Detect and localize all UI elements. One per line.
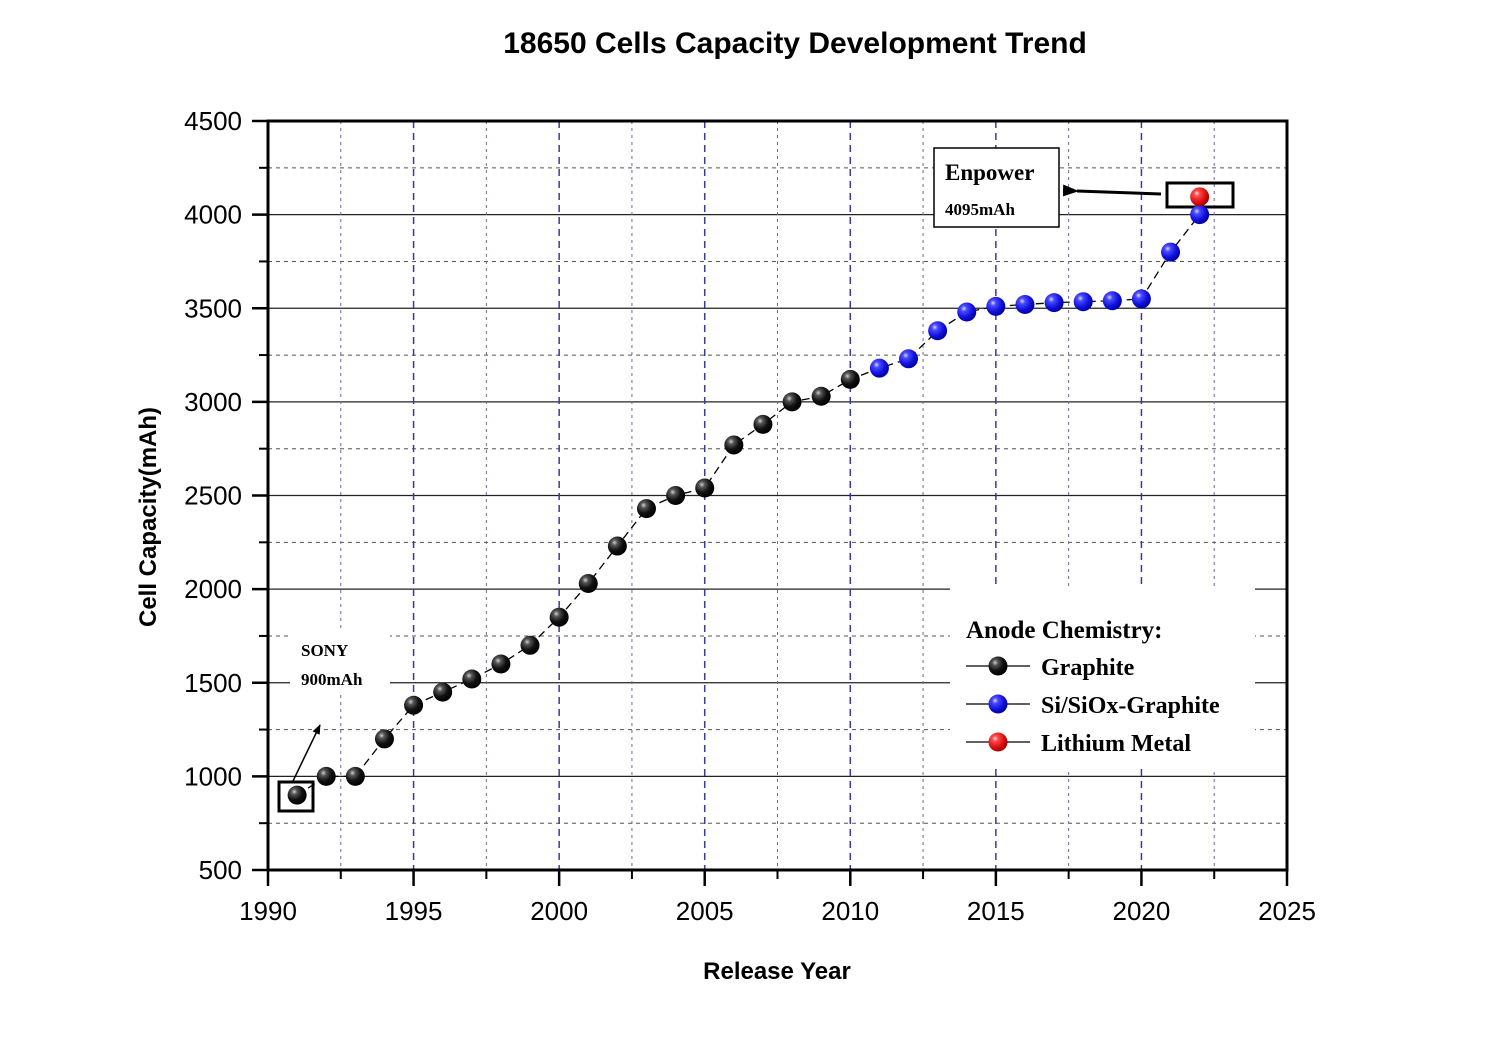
data-point-graphite — [578, 574, 598, 594]
data-point-si-siox-graphite — [1073, 292, 1093, 312]
data-point-graphite — [695, 478, 715, 498]
data-point-graphite — [491, 654, 511, 674]
legend-label-graphite: Graphite — [1041, 655, 1135, 681]
data-point-graphite — [433, 682, 453, 702]
annotation-enpower-line2: 4095mAh — [945, 200, 1015, 219]
annotation-sony-line2: 900mAh — [301, 670, 363, 689]
data-point-graphite — [549, 607, 569, 627]
legend-label-si-siox-graphite: Si/SiOx-Graphite — [1041, 693, 1220, 719]
data-point-graphite — [462, 669, 482, 689]
y-tick-label: 4500 — [184, 106, 242, 136]
data-point-si-siox-graphite — [1015, 295, 1035, 315]
data-point-graphite — [782, 392, 802, 412]
data-point-graphite — [811, 386, 831, 406]
series-points — [287, 187, 1210, 805]
series-graphite — [287, 369, 860, 805]
y-axis-label: Cell Capacity(mAh) — [135, 407, 162, 627]
data-point-graphite — [666, 486, 686, 505]
legend-marker-graphite — [988, 656, 1008, 676]
data-point-graphite — [316, 766, 336, 786]
y-tick-label: 4000 — [184, 200, 242, 230]
legend-label-lithium-metal: Lithium Metal — [1041, 731, 1191, 757]
data-point-graphite — [404, 695, 424, 715]
axis-ticks: 500 1000 1500 2000 2500 3000 3500 4000 4500 1990 1… — [184, 106, 1316, 926]
annotation-sony-arrow — [292, 724, 321, 782]
legend: Anode Chemistry: Graphite Si/SiOx-Graphit… — [950, 588, 1255, 768]
data-point-graphite — [287, 785, 307, 805]
grid — [268, 121, 1287, 870]
x-tick-label: 2025 — [1258, 896, 1316, 926]
y-tick-label: 500 — [199, 855, 242, 885]
data-point-si-siox-graphite — [986, 296, 1006, 316]
annotation-sony-background — [290, 632, 390, 692]
annotation-enpower-box — [933, 147, 1060, 228]
data-point-si-siox-graphite — [869, 358, 889, 378]
legend-marker-si-siox-graphite — [988, 694, 1008, 714]
data-point-lithium-metal — [1190, 187, 1210, 207]
data-point-graphite — [374, 729, 394, 749]
x-tick-label: 1995 — [385, 896, 443, 926]
y-tick-label: 2000 — [184, 574, 242, 604]
x-tick-label: 2015 — [967, 896, 1025, 926]
data-point-graphite — [840, 369, 860, 389]
x-tick-label: 1990 — [239, 896, 297, 926]
data-point-si-siox-graphite — [1102, 291, 1122, 311]
chart-title: 18650 Cells Capacity Development Trend — [503, 27, 1087, 60]
x-axis-label: Release Year — [703, 958, 851, 985]
data-point-graphite — [724, 435, 744, 455]
data-point-graphite — [753, 414, 773, 434]
data-point-graphite — [636, 499, 656, 519]
y-tick-label: 2500 — [184, 481, 242, 511]
data-point-graphite — [607, 536, 627, 556]
series-si-siox-graphite — [869, 205, 1210, 378]
series-lithium-metal — [1190, 187, 1210, 207]
x-tick-label: 2010 — [821, 896, 879, 926]
annotation-sony-highlight-box — [277, 780, 315, 813]
data-point-si-siox-graphite — [1044, 293, 1064, 313]
annotation-enpower: Enpower 4095mAh — [933, 147, 1235, 228]
annotation-enpower-arrow — [1062, 184, 1162, 197]
legend-title: Anode Chemistry: — [966, 617, 1163, 644]
y-tick-label: 3000 — [184, 387, 242, 417]
data-point-si-siox-graphite — [957, 302, 977, 322]
data-point-si-siox-graphite — [899, 349, 919, 369]
annotation-enpower-line1: Enpower — [945, 160, 1034, 185]
data-point-graphite — [345, 766, 365, 786]
y-tick-label: 3500 — [184, 293, 242, 323]
data-point-si-siox-graphite — [928, 321, 948, 341]
data-point-graphite — [520, 635, 540, 655]
annotation-sony-line1: SONY — [301, 641, 348, 660]
x-tick-label: 2000 — [530, 896, 588, 926]
x-tick-label: 2005 — [676, 896, 734, 926]
data-point-si-siox-graphite — [1190, 205, 1210, 225]
y-tick-label: 1500 — [184, 668, 242, 698]
x-tick-label: 2020 — [1113, 896, 1171, 926]
data-point-si-siox-graphite — [1161, 242, 1181, 262]
annotation-sony: SONY 900mAh — [277, 632, 390, 813]
legend-marker-lithium-metal — [988, 732, 1008, 752]
data-point-si-siox-graphite — [1131, 289, 1151, 309]
y-tick-label: 1000 — [184, 761, 242, 791]
